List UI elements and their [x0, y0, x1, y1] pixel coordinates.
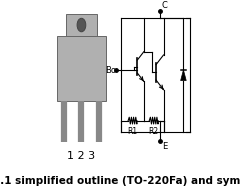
Circle shape: [77, 18, 86, 32]
Text: R1: R1: [127, 127, 138, 136]
Text: E: E: [162, 142, 167, 151]
Bar: [57, 36, 106, 101]
Text: Bo: Bo: [105, 66, 116, 75]
Bar: [66, 14, 97, 36]
Text: Fig.1 simplified outline (TO-220Fa) and symbol: Fig.1 simplified outline (TO-220Fa) and …: [0, 176, 240, 186]
Text: C: C: [162, 1, 168, 10]
Polygon shape: [181, 70, 186, 80]
Text: 1 2 3: 1 2 3: [67, 152, 96, 162]
Text: R2: R2: [149, 127, 159, 136]
